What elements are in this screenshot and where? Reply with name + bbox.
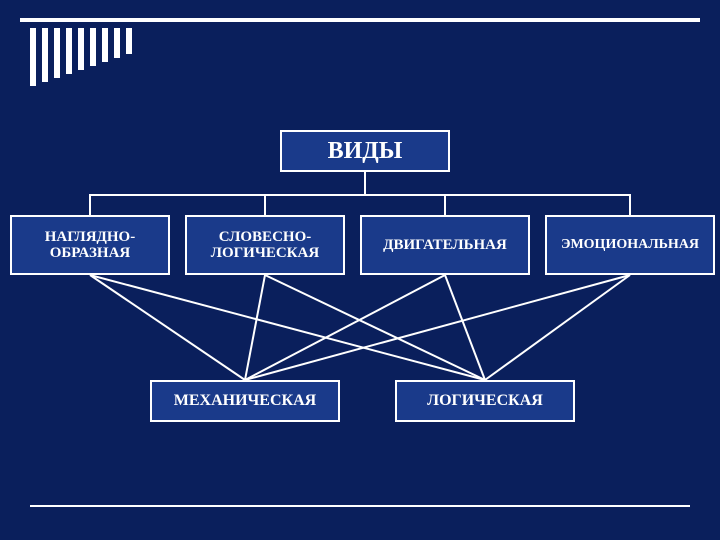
node-root-label: ВИДЫ <box>328 138 403 164</box>
node-m1-label: МЕХАНИЧЕСКАЯ <box>174 392 316 410</box>
corner-bars-decoration <box>30 28 132 86</box>
node-verbal-logical: СЛОВЕСНО-ЛОГИЧЕСКАЯ <box>185 215 345 275</box>
top-rule <box>20 18 700 22</box>
node-motor: ДВИГАТЕЛЬНАЯ <box>360 215 530 275</box>
node-visual-figurative: НАГЛЯДНО-ОБРАЗНАЯ <box>10 215 170 275</box>
node-n4-label: ЭМОЦИОНАЛЬНАЯ <box>561 237 699 252</box>
node-m2-label: ЛОГИЧЕСКАЯ <box>427 392 543 410</box>
node-logical: ЛОГИЧЕСКАЯ <box>395 380 575 422</box>
node-mechanical: МЕХАНИЧЕСКАЯ <box>150 380 340 422</box>
node-root: ВИДЫ <box>280 130 450 172</box>
node-emotional: ЭМОЦИОНАЛЬНАЯ <box>545 215 715 275</box>
node-n2-label: СЛОВЕСНО-ЛОГИЧЕСКАЯ <box>191 229 339 262</box>
slide-canvas: ВИДЫ НАГЛЯДНО-ОБРАЗНАЯ СЛОВЕСНО-ЛОГИЧЕСК… <box>0 0 720 540</box>
node-n1-label: НАГЛЯДНО-ОБРАЗНАЯ <box>16 229 164 262</box>
node-n3-label: ДВИГАТЕЛЬНАЯ <box>383 237 507 254</box>
bottom-rule <box>30 505 690 507</box>
